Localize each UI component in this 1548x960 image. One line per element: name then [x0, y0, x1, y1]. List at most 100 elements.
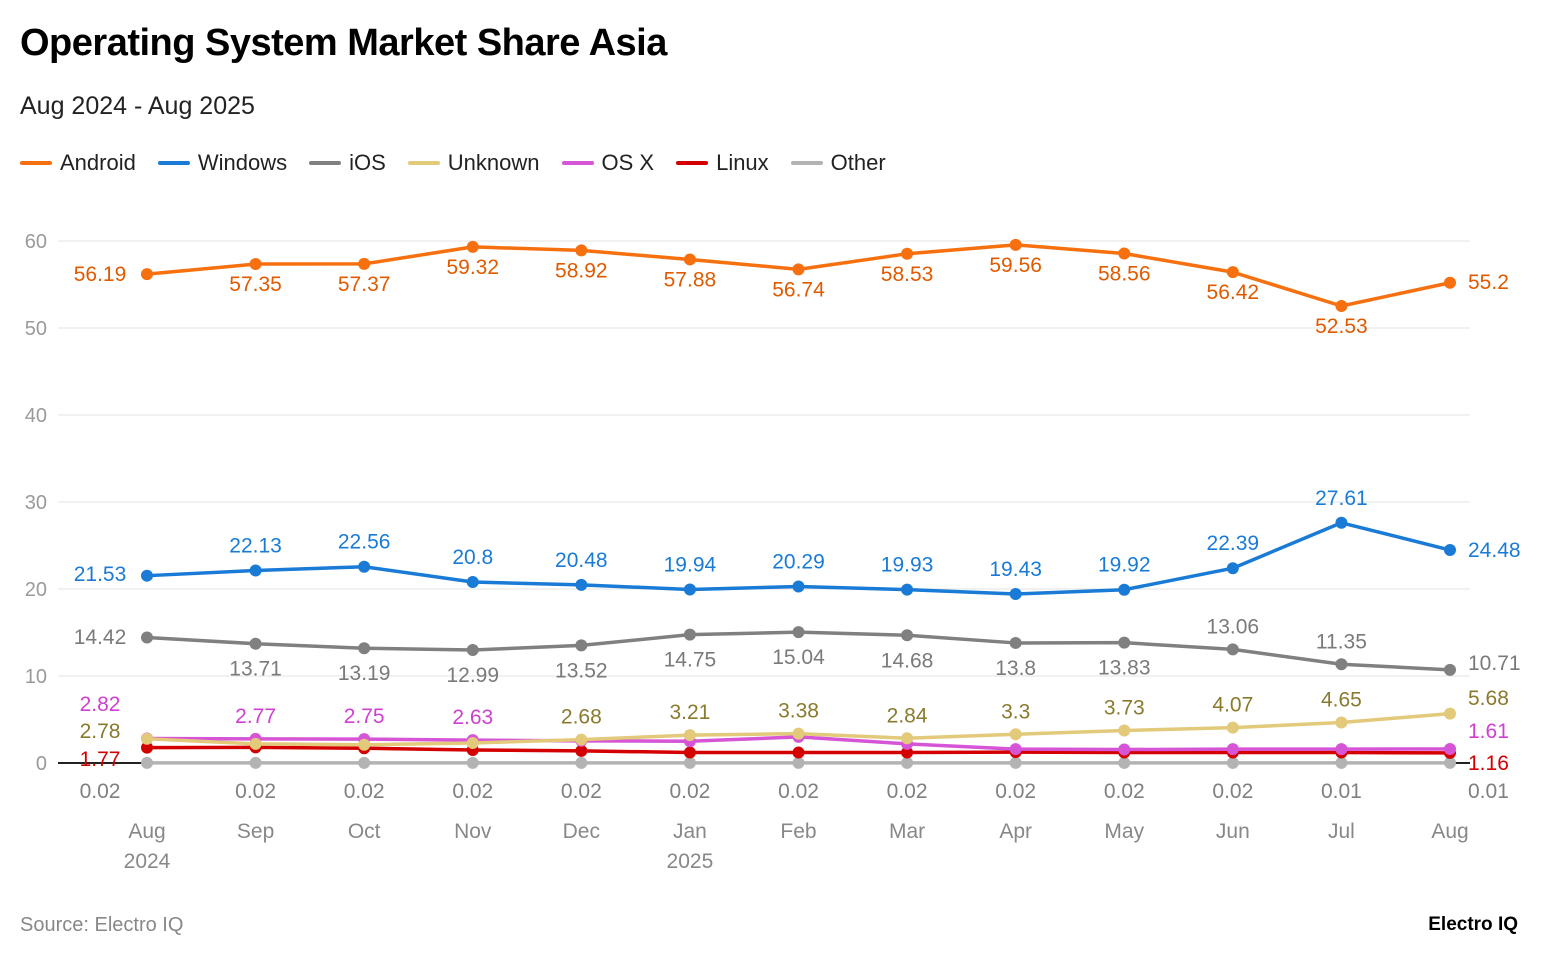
x-tick-label: Jun: [1216, 820, 1250, 843]
data-point: [575, 733, 588, 746]
data-label: 13.06: [1207, 615, 1260, 638]
legend-item[interactable]: Android: [20, 150, 136, 176]
data-point: [466, 756, 479, 769]
data-point: [575, 639, 588, 652]
y-tick-label: 10: [25, 666, 47, 688]
data-label: 2.77: [235, 705, 276, 728]
data-point: [141, 569, 153, 582]
data-label: 5.68: [1468, 687, 1509, 710]
data-point: [1226, 562, 1239, 575]
data-point: [466, 643, 479, 656]
data-point: [249, 564, 262, 577]
x-tick-label: 2025: [667, 850, 714, 873]
data-label: 20.8: [452, 546, 493, 569]
data-point: [1009, 743, 1022, 756]
data-point: [466, 576, 479, 589]
data-label: 1.61: [1468, 720, 1509, 743]
data-label: 14.68: [881, 649, 934, 672]
source-note: Source: Electro IQ: [20, 914, 184, 936]
data-point: [358, 257, 371, 270]
data-label: 20.29: [772, 550, 825, 573]
legend-item[interactable]: Other: [790, 150, 886, 176]
data-point: [1444, 276, 1456, 289]
data-label: 2.84: [887, 704, 928, 727]
legend-swatch: [676, 161, 709, 165]
legend-item[interactable]: OS X: [561, 150, 655, 176]
data-point: [358, 756, 371, 769]
data-label: 22.39: [1207, 532, 1260, 555]
data-label: 0.02: [887, 780, 928, 803]
data-point: [1009, 238, 1022, 251]
data-point: [1444, 756, 1456, 769]
data-point: [1226, 643, 1239, 656]
data-point: [1118, 247, 1131, 260]
data-label: 14.42: [74, 626, 127, 649]
data-point: [358, 642, 371, 655]
data-label: 13.83: [1098, 657, 1151, 680]
data-label: 0.02: [344, 780, 385, 803]
data-label: 0.01: [1321, 780, 1362, 803]
data-label: 56.74: [772, 278, 825, 301]
data-point: [141, 741, 153, 754]
legend-item[interactable]: Linux: [676, 150, 769, 176]
legend-label: Windows: [197, 150, 288, 175]
data-point: [1118, 724, 1131, 737]
x-tick-label: Nov: [454, 820, 492, 843]
legend-item[interactable]: Windows: [157, 150, 288, 176]
data-point: [1444, 544, 1456, 557]
data-point: [358, 560, 371, 573]
legend-label: Linux: [716, 150, 769, 175]
x-tick-label: Sep: [237, 820, 274, 843]
x-tick-label: May: [1104, 820, 1144, 843]
data-point: [1118, 583, 1131, 596]
data-label: 2.68: [561, 706, 602, 729]
legend-label: Android: [60, 150, 136, 175]
data-label: 19.43: [989, 558, 1042, 581]
data-point: [1009, 636, 1022, 649]
legend-label: OS X: [601, 150, 655, 175]
legend-item[interactable]: Unknown: [407, 150, 540, 176]
data-label: 3.38: [778, 700, 819, 723]
data-label: 57.35: [229, 273, 282, 296]
data-point: [683, 253, 696, 266]
data-label: 1.16: [1468, 752, 1509, 775]
data-point: [901, 756, 914, 769]
data-label: 57.37: [338, 273, 391, 296]
data-label: 0.02: [1104, 780, 1145, 803]
x-tick-label: Feb: [780, 820, 816, 843]
x-tick-label: Mar: [889, 820, 925, 843]
data-label: 0.02: [235, 780, 276, 803]
data-label: 21.53: [74, 563, 127, 586]
chart-subtitle: Aug 2024 - Aug 2025: [20, 92, 255, 120]
data-label: 58.56: [1098, 263, 1151, 286]
legend-label: Other: [830, 150, 886, 175]
data-point: [575, 756, 588, 769]
data-label: 2.63: [452, 706, 493, 729]
data-point: [792, 263, 805, 276]
data-label: 2.82: [80, 693, 121, 716]
legend-item[interactable]: iOS: [309, 150, 386, 176]
data-point: [683, 583, 696, 596]
data-point: [901, 247, 914, 260]
legend-swatch: [157, 161, 190, 165]
data-point: [1118, 756, 1131, 769]
data-label: 56.42: [1207, 281, 1260, 304]
x-tick-label: Jul: [1328, 820, 1355, 843]
data-label: 13.52: [555, 659, 608, 682]
data-label: 4.07: [1212, 694, 1253, 717]
data-label: 24.48: [1468, 539, 1521, 562]
data-point: [1226, 743, 1239, 756]
data-point: [358, 738, 371, 751]
data-point: [792, 626, 805, 639]
data-label: 57.88: [664, 268, 717, 291]
data-point: [1444, 663, 1456, 676]
data-point: [1226, 721, 1239, 734]
data-point: [1226, 266, 1239, 279]
data-point: [901, 746, 914, 759]
data-label: 27.61: [1315, 487, 1368, 510]
data-label: 14.75: [664, 649, 717, 672]
x-tick-label: Oct: [348, 820, 381, 843]
data-label: 0.02: [80, 780, 121, 803]
data-label: 1.77: [80, 748, 121, 771]
